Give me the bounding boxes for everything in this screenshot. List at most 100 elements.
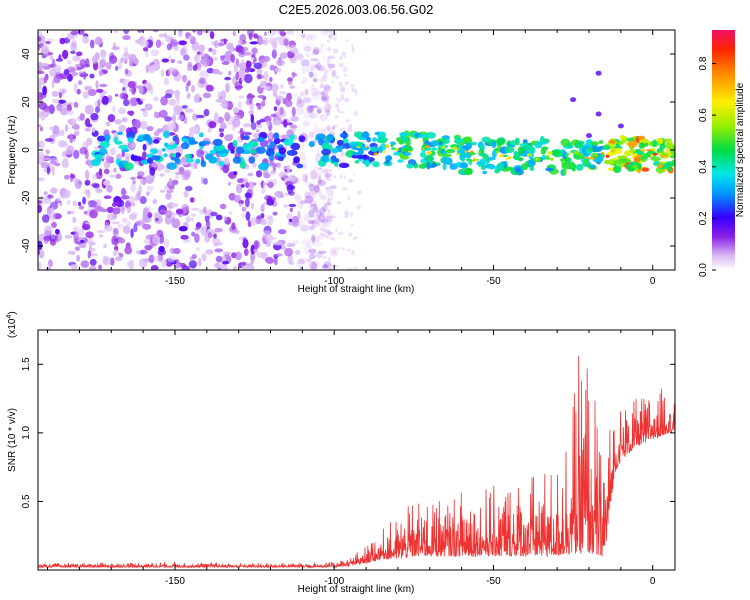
noise-blob	[219, 203, 227, 210]
noise-blob	[330, 189, 334, 199]
signal-blob	[377, 137, 388, 142]
noise-blob	[113, 167, 117, 173]
noise-blob	[205, 84, 214, 92]
noise-blob	[179, 48, 186, 57]
signal-blob	[515, 167, 521, 174]
signal-core	[666, 147, 669, 151]
signal-blob	[481, 136, 491, 143]
noise-blob	[59, 73, 64, 80]
colorbar-gradient	[712, 30, 735, 270]
noise-blob	[152, 199, 157, 204]
noise-blob	[186, 92, 191, 98]
noise-blob	[344, 97, 350, 103]
x-tick-label: -100	[324, 276, 344, 287]
noise-blob	[258, 35, 263, 46]
noise-blob	[124, 246, 133, 255]
signal-blob	[406, 163, 414, 169]
noise-blob	[95, 106, 100, 114]
noise-blob	[122, 53, 129, 62]
signal-core	[517, 157, 524, 162]
noise-blob	[110, 147, 116, 156]
signal-blob	[489, 164, 495, 170]
noise-blob	[245, 197, 250, 208]
noise-blob	[61, 143, 69, 147]
noise-blob	[308, 183, 316, 192]
signal-core	[438, 147, 441, 151]
noise-blob	[272, 211, 278, 216]
noise-blob	[303, 76, 308, 83]
signal-blob	[510, 140, 517, 146]
noise-blob	[70, 264, 78, 269]
noise-blob	[38, 204, 43, 213]
noise-blob	[243, 248, 249, 256]
signal-blob	[356, 154, 366, 159]
signal-core	[437, 150, 441, 154]
noise-blob	[272, 242, 282, 246]
noise-blob	[184, 108, 194, 113]
noise-blob	[101, 95, 109, 105]
noise-blob	[327, 267, 334, 270]
noise-blob	[84, 85, 93, 91]
noise-blob	[70, 50, 76, 54]
noise-blob	[220, 267, 229, 270]
noise-blob	[305, 99, 310, 103]
noise-blob	[207, 127, 212, 133]
noise-blob	[290, 177, 300, 184]
noise-blob	[305, 52, 309, 58]
noise-blob	[158, 109, 168, 118]
noise-blob	[66, 210, 72, 215]
noise-blob	[311, 234, 316, 243]
noise-blob	[294, 93, 298, 98]
noise-blob	[244, 192, 252, 198]
noise-blob	[175, 208, 184, 215]
signal-blob	[613, 165, 622, 174]
noise-blob	[317, 109, 322, 114]
signal-blob	[491, 141, 497, 149]
signal-blob	[420, 151, 427, 158]
noise-blob	[198, 257, 202, 267]
noise-blob	[346, 249, 352, 252]
snr-y-label: SNR (10 * v/v)	[7, 408, 18, 472]
noise-blob	[38, 250, 45, 259]
signal-blob	[598, 140, 604, 144]
noise-blob	[260, 213, 265, 219]
noise-blob	[289, 124, 298, 129]
noise-blob	[255, 102, 261, 107]
signal-blob	[208, 156, 217, 164]
noise-blob	[287, 77, 293, 82]
noise-blob	[139, 196, 147, 205]
noise-blob	[286, 30, 295, 35]
noise-blob	[57, 99, 67, 104]
noise-blob	[143, 238, 150, 244]
noise-blob	[38, 83, 42, 92]
noise-blob	[269, 161, 274, 167]
noise-blob	[301, 173, 308, 183]
noise-blob	[278, 172, 288, 178]
noise-blob	[338, 62, 344, 68]
noise-blob	[263, 37, 269, 46]
signal-blob	[166, 162, 177, 170]
noise-blob	[98, 70, 104, 77]
signal-blob	[364, 159, 370, 168]
noise-blob	[76, 254, 81, 262]
noise-blob	[48, 104, 55, 115]
noise-blob	[99, 83, 108, 88]
noise-blob	[82, 223, 91, 231]
noise-blob	[180, 171, 188, 176]
noise-blob	[317, 79, 322, 83]
signal-core	[588, 148, 594, 152]
noise-blob	[160, 69, 165, 78]
noise-blob	[350, 224, 355, 227]
noise-blob	[38, 36, 42, 42]
signal-blob	[218, 161, 225, 166]
signal-blob	[504, 146, 515, 154]
noise-blob	[311, 261, 318, 270]
signal-blob	[545, 167, 554, 172]
noise-blob	[142, 223, 152, 230]
noise-blob	[55, 228, 60, 235]
noise-blob	[286, 184, 296, 191]
noise-blob	[331, 215, 337, 219]
signal-blob	[460, 156, 466, 162]
noise-blob	[91, 182, 100, 188]
signal-blob	[195, 158, 201, 164]
